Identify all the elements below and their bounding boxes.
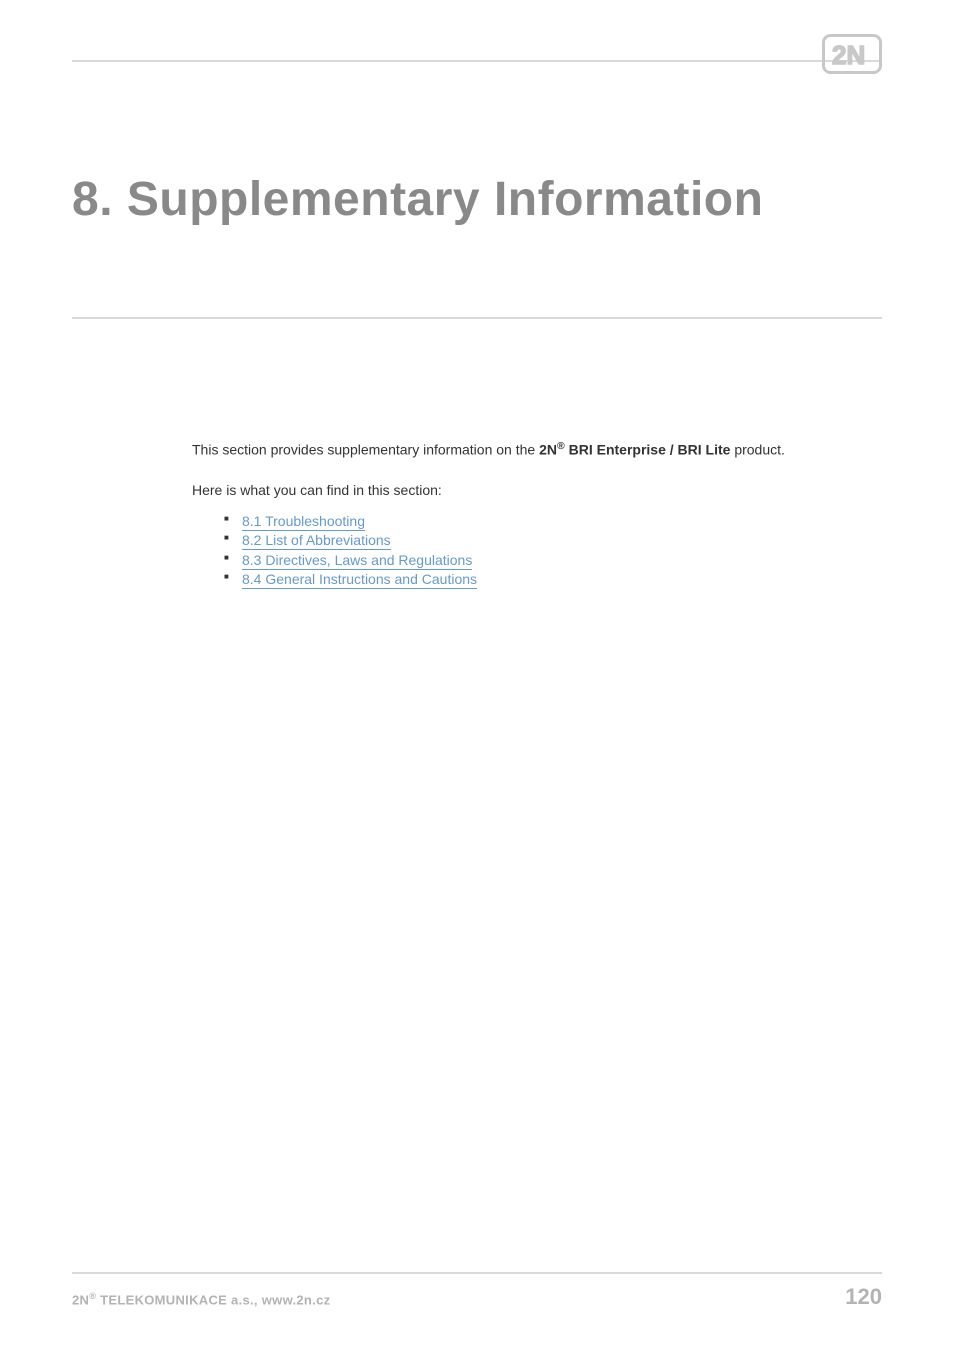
2n-logo-icon: 2N	[822, 34, 882, 74]
link-troubleshooting[interactable]: 8.1 Troubleshooting	[242, 513, 365, 531]
list-item: 8.3 Directives, Laws and Regulations	[224, 551, 882, 571]
section-rule	[72, 317, 882, 319]
footer-page-number: 120	[845, 1284, 882, 1310]
intro-suffix: product.	[730, 442, 784, 458]
product-name-rest: BRI Enterprise / BRI Lite	[565, 442, 731, 458]
page-footer: 2N® TELEKOMUNIKACE a.s., www.2n.cz 120	[72, 1272, 882, 1310]
section-link-list: 8.1 Troubleshooting 8.2 List of Abbrevia…	[224, 512, 882, 590]
product-name-sup: ®	[557, 440, 565, 452]
link-directives[interactable]: 8.3 Directives, Laws and Regulations	[242, 552, 472, 570]
link-abbreviations[interactable]: 8.2 List of Abbreviations	[242, 532, 391, 550]
intro-paragraph: This section provides supplementary info…	[192, 439, 882, 460]
list-item: 8.2 List of Abbreviations	[224, 531, 882, 551]
header-rule	[72, 60, 882, 62]
list-item: 8.1 Troubleshooting	[224, 512, 882, 532]
footer-left-prefix: 2N	[72, 1292, 89, 1307]
intro-prefix: This section provides supplementary info…	[192, 442, 539, 458]
link-instructions[interactable]: 8.4 General Instructions and Cautions	[242, 571, 477, 589]
footer-left-rest: TELEKOMUNIKACE a.s., www.2n.cz	[96, 1292, 330, 1307]
lead-paragraph: Here is what you can find in this sectio…	[192, 482, 882, 498]
brand-logo: 2N	[822, 34, 882, 74]
footer-rule	[72, 1272, 882, 1274]
svg-text:2N: 2N	[832, 40, 865, 70]
product-name-prefix: 2N	[539, 442, 557, 458]
list-item: 8.4 General Instructions and Cautions	[224, 570, 882, 590]
body-column: This section provides supplementary info…	[192, 439, 882, 590]
footer-company: 2N® TELEKOMUNIKACE a.s., www.2n.cz	[72, 1291, 330, 1307]
page-title: 8. Supplementary Information	[72, 172, 882, 227]
